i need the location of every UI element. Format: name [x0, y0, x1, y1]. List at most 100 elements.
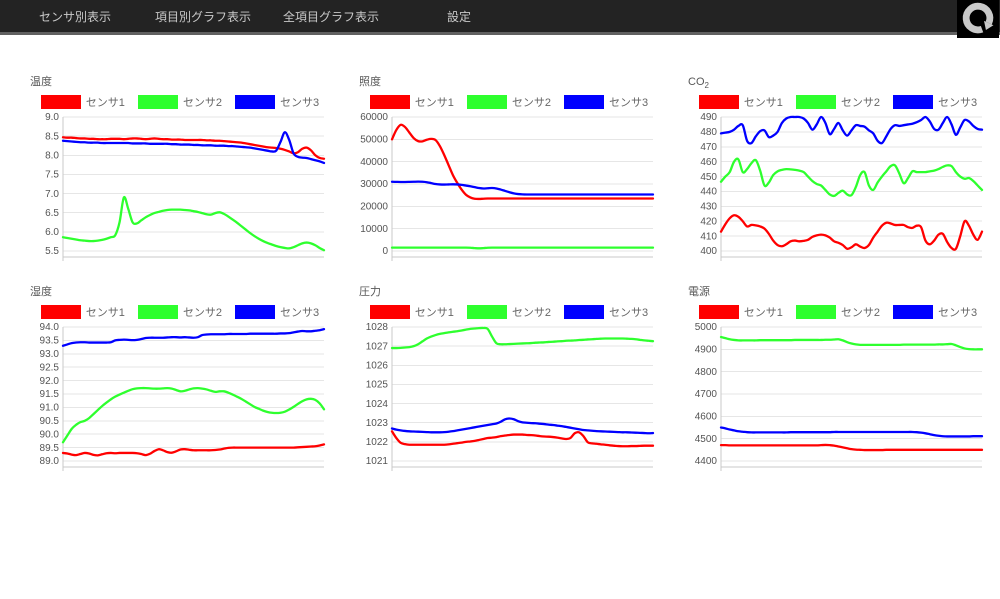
legend-label: センサ2 [840, 306, 881, 319]
nav-item-settings[interactable]: 設定 [446, 9, 471, 24]
y-axis-tick-label: 91.5 [40, 389, 60, 400]
y-axis-tick-label: 440 [700, 187, 717, 198]
series-line-sensor3 [719, 426, 984, 438]
series-line-sensor2 [390, 326, 655, 350]
legend-label: センサ1 [85, 96, 125, 109]
chart-power: 電源 センサ1 センサ2 センサ3 5000 4900 4800 4700 4600 4500 44… [688, 285, 988, 473]
chart-legend: センサ1 センサ2 センサ3 [30, 303, 330, 320]
y-axis-tick-label: 4600 [695, 412, 718, 423]
legend-label: センサ2 [511, 96, 552, 109]
chart-title: 湿度 [30, 285, 330, 300]
y-axis-tick-label: 4800 [695, 367, 718, 378]
y-axis-tick-label: 0 [382, 246, 388, 257]
legend-swatch [698, 94, 739, 109]
series-line-sensor1 [719, 214, 984, 251]
chart-plot-area: 60000 50000 40000 30000 20000 10000 0 [359, 110, 659, 263]
legend-item-sensor1[interactable]: センサ1 [40, 304, 125, 320]
legend-swatch [235, 304, 276, 319]
series-line-sensor2 [719, 157, 984, 198]
chart-title: 温度 [30, 75, 330, 90]
legend-item-sensor1[interactable]: センサ1 [369, 94, 454, 110]
legend-item-sensor1[interactable]: センサ1 [40, 94, 125, 110]
legend-item-sensor3[interactable]: センサ3 [893, 304, 977, 320]
legend-item-sensor3[interactable]: センサ3 [564, 94, 648, 110]
y-axis-tick-label: 94.0 [40, 322, 60, 333]
y-axis-tick-label: 5000 [695, 322, 718, 333]
y-axis-tick-label: 400 [700, 246, 717, 257]
y-axis-tick-label: 4500 [695, 434, 718, 445]
y-axis-tick-label: 93.5 [40, 336, 60, 347]
chart-pressure: 圧力センサ1 センサ2 センサ3 1028 1027 1026 1025 1024 1023 10… [359, 285, 659, 473]
line-chart-svg: 94.0 93.5 93.0 92.5 92.0 91.5 91.0 90.5 90.0 89.5… [40, 322, 326, 471]
y-axis-tick-label: 7.0 [45, 189, 59, 200]
y-axis-tick-label: 4700 [695, 389, 718, 400]
y-axis-tick-label: 6.5 [45, 208, 59, 219]
y-axis-tick-label: 7.5 [45, 170, 59, 181]
legend-label: センサ3 [938, 96, 978, 109]
app-logo[interactable] [957, 0, 999, 38]
y-axis-tick-label: 5.5 [45, 246, 59, 257]
legend-label: センサ1 [743, 306, 783, 319]
chart-title-text: 電源 [688, 286, 710, 298]
line-chart-svg: 1028 1027 1026 1025 1024 1023 1022 1021 [366, 322, 655, 471]
legend-label: センサ3 [609, 96, 649, 109]
legend-swatch [795, 304, 836, 319]
y-axis-tick-label: 60000 [360, 112, 388, 123]
legend-label: センサ1 [85, 306, 125, 319]
chart-legend: センサ1 センサ2 センサ3 [30, 93, 330, 110]
legend-item-sensor2[interactable]: センサ2 [795, 94, 880, 110]
legend-item-sensor3[interactable]: センサ3 [564, 304, 648, 320]
legend-item-sensor2[interactable]: センサ2 [466, 304, 551, 320]
chart-legend: センサ1 センサ2 センサ3 [688, 303, 988, 320]
legend-swatch [369, 94, 410, 109]
y-axis-tick-label: 1022 [366, 437, 389, 448]
y-axis-tick-label: 480 [700, 127, 717, 138]
y-axis-tick-label: 1026 [366, 360, 389, 371]
navbar: センサ別表示 項目別グラフ表示 全項目グラフ表示 設定 [0, 0, 1000, 38]
y-axis-tick-label: 8.0 [45, 150, 59, 161]
legend-swatch [795, 94, 836, 109]
legend-item-sensor1[interactable]: センサ1 [698, 304, 783, 320]
chart-humidity: 湿度 センサ1 センサ2 センサ3 94.0 93.5 93.0 92.5 92.0 91.5 91… [30, 285, 330, 473]
legend-label: センサ1 [414, 306, 454, 319]
legend-swatch [466, 94, 507, 109]
series-line-sensor1 [390, 123, 655, 201]
legend-swatch [893, 94, 934, 109]
chart-title: 圧力 [359, 285, 659, 300]
legend-item-sensor2[interactable]: センサ2 [137, 304, 222, 320]
line-chart-svg: 9.0 8.5 8.0 7.5 7.0 6.5 6.0 5.5 [45, 112, 326, 261]
legend-swatch [137, 94, 178, 109]
chart-plot-area: 1028 1027 1026 1025 1024 1023 1022 1021 [359, 320, 659, 473]
y-axis-tick-label: 40000 [360, 157, 388, 168]
legend-item-sensor3[interactable]: センサ3 [893, 94, 977, 110]
legend-item-sensor1[interactable]: センサ1 [369, 304, 454, 320]
legend-swatch [369, 304, 410, 319]
legend-item-sensor3[interactable]: センサ3 [235, 94, 319, 110]
legend-item-sensor2[interactable]: センサ2 [466, 94, 552, 110]
charts-grid: 温度 センサ1 センサ2 センサ3 9.0 8.5 8.0 7.5 7.0 6.5 6.0 5.5 照度… [0, 35, 1000, 473]
nav-item-sensor-view[interactable]: センサ別表示 [38, 9, 111, 24]
y-axis-tick-label: 4400 [695, 456, 718, 467]
nav-item-all-items-graph-view[interactable]: 全項目グラフ表示 [282, 9, 379, 24]
y-axis-tick-label: 90.0 [40, 429, 60, 440]
legend-item-sensor2[interactable]: センサ2 [137, 94, 222, 110]
chart-title-text: CO [688, 76, 705, 88]
chart-title-text: 温度 [30, 76, 52, 88]
chart-title: 電源 [688, 285, 988, 300]
y-axis-tick-label: 92.0 [40, 376, 60, 387]
y-axis-tick-label: 460 [700, 157, 717, 168]
legend-item-sensor3[interactable]: センサ3 [235, 304, 319, 320]
line-chart-svg: 60000 50000 40000 30000 20000 10000 0 [360, 112, 655, 261]
legend-label: センサ3 [280, 306, 320, 319]
legend-item-sensor1[interactable]: センサ1 [698, 94, 783, 110]
legend-item-sensor2[interactable]: センサ2 [795, 304, 881, 320]
series-line-sensor3 [390, 417, 655, 435]
series-line-sensor2 [390, 246, 655, 250]
y-axis-tick-label: 420 [700, 216, 717, 227]
series-line-sensor2 [61, 386, 326, 444]
nav-item-item-graph-view[interactable]: 項目別グラフ表示 [154, 9, 251, 24]
line-chart-svg: 5000 4900 4800 4700 4600 4500 4400 [695, 322, 984, 471]
legend-label: センサ3 [609, 306, 649, 319]
legend-swatch [698, 304, 739, 319]
series-line-sensor1 [61, 443, 326, 457]
